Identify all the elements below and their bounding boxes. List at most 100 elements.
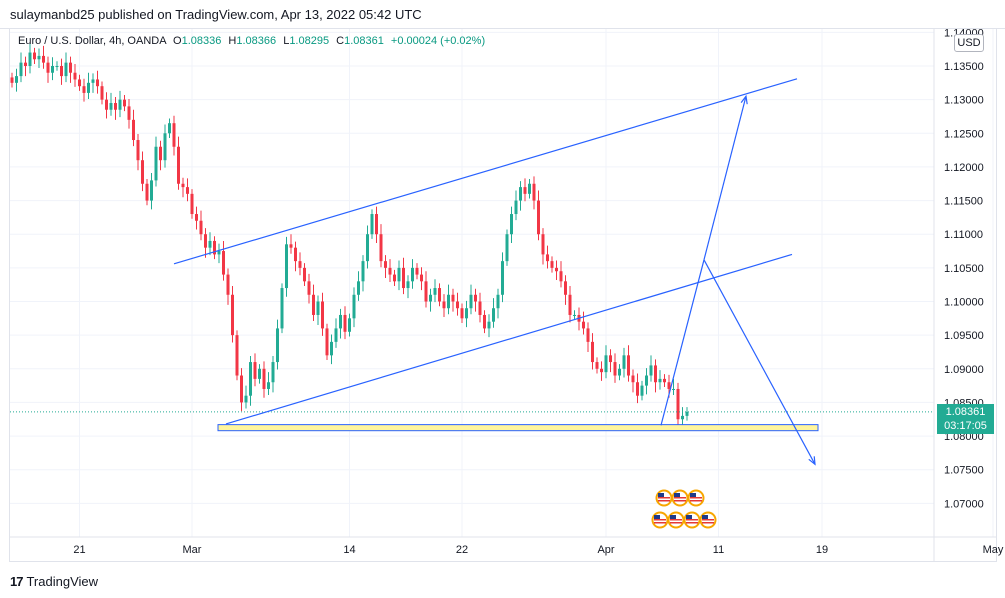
- candle-body: [244, 395, 248, 403]
- candle-body: [627, 355, 630, 376]
- candle-body: [195, 214, 198, 221]
- candle-body: [667, 382, 671, 389]
- candle-body: [258, 368, 261, 379]
- candle-body: [600, 368, 603, 373]
- candle-body: [397, 267, 401, 282]
- candle-body: [132, 119, 135, 141]
- close-value: 1.08361: [344, 35, 384, 47]
- candle-body: [658, 378, 662, 383]
- bar-countdown: 03:17:05: [944, 420, 987, 432]
- candle-body: [280, 288, 284, 329]
- time-tick-label: 21: [73, 544, 85, 556]
- candle-body: [181, 183, 185, 188]
- candle-body: [118, 99, 122, 110]
- candle-body: [136, 140, 140, 161]
- candle-body: [375, 214, 378, 235]
- price-tick-label: 1.09000: [944, 364, 984, 376]
- open-value: 1.08336: [181, 35, 222, 47]
- candle-body: [636, 382, 639, 396]
- candle-body: [537, 200, 540, 235]
- flag-stripe: [686, 519, 698, 521]
- candle-body: [307, 281, 311, 295]
- price-axis: 1.070001.075001.080001.085001.090001.095…: [944, 27, 984, 510]
- candle-body: [613, 362, 617, 376]
- low-value: 1.08295: [289, 35, 330, 47]
- candle-body: [379, 234, 383, 262]
- candle-body: [64, 62, 68, 77]
- currency-badge[interactable]: USD: [954, 34, 984, 52]
- candle-body: [42, 55, 45, 63]
- candle-body: [19, 62, 23, 77]
- candle-body: [492, 308, 495, 322]
- price-tick-label: 1.12000: [944, 162, 984, 174]
- candle-body: [267, 382, 270, 389]
- candle-body: [87, 82, 90, 93]
- candle-body: [550, 261, 554, 268]
- candle-body: [433, 288, 437, 295]
- open-label: O: [173, 35, 182, 47]
- candle-body: [348, 318, 351, 332]
- upper-channel-line: [173, 78, 798, 265]
- candle-body: [37, 55, 41, 60]
- flag-stripe: [658, 500, 670, 502]
- last-price-tag: 1.08361 03:17:05: [937, 404, 994, 434]
- price-tick-label: 1.09500: [944, 330, 984, 342]
- projection-leg-up: [660, 259, 705, 426]
- candle-body: [276, 328, 279, 363]
- flag-canton: [690, 493, 696, 497]
- candle-body: [622, 355, 626, 369]
- projection-arrow-down: [703, 259, 816, 465]
- candle-body: [123, 99, 126, 107]
- candle-body: [96, 79, 99, 87]
- candle-body: [285, 244, 288, 289]
- candle-body: [154, 146, 158, 181]
- candle-body: [487, 321, 491, 329]
- candle-body: [150, 180, 153, 201]
- candle-body: [555, 267, 558, 272]
- candle-body: [312, 294, 315, 315]
- candle-body: [640, 385, 644, 396]
- time-tick-label: Apr: [597, 544, 614, 556]
- candle-body: [384, 261, 387, 268]
- candle-body: [429, 294, 432, 302]
- candle-body: [483, 314, 486, 329]
- candle-body: [78, 79, 81, 87]
- candle-body: [609, 355, 612, 363]
- flag-stripe: [674, 497, 686, 499]
- candle-body: [28, 52, 32, 67]
- price-tick-label: 1.11500: [944, 196, 983, 208]
- candle-body: [420, 274, 423, 282]
- candle-body: [586, 328, 590, 342]
- footer: 17 TradingView: [0, 563, 1005, 598]
- flag-stripe: [670, 519, 682, 521]
- flag-stripe: [702, 522, 714, 524]
- candle-body: [451, 294, 455, 302]
- candle-body: [168, 123, 171, 134]
- candle-body: [532, 183, 536, 201]
- candle-body: [523, 187, 527, 194]
- flag-stripe: [686, 522, 698, 524]
- candle-body: [505, 234, 509, 262]
- flag-canton: [686, 515, 692, 519]
- candle-body: [271, 362, 275, 383]
- candle-body: [109, 103, 113, 110]
- flag-canton: [654, 515, 660, 519]
- us-flag-event-icon: [651, 511, 669, 529]
- candle-body: [60, 66, 63, 77]
- price-tick-label: 1.07500: [944, 465, 984, 477]
- candle-body: [145, 183, 149, 201]
- tradingview-logo[interactable]: 17 TradingView: [10, 574, 98, 589]
- candle-body: [442, 301, 446, 309]
- candle-body: [460, 308, 464, 319]
- flag-stripe: [670, 522, 682, 524]
- candle-body: [15, 76, 18, 83]
- candle-body: [316, 301, 320, 315]
- grid-lines: [10, 29, 997, 562]
- candle-body: [51, 66, 54, 73]
- candle-body: [235, 335, 239, 376]
- candle-body: [249, 362, 252, 396]
- symbol-legend: Euro / U.S. Dollar, 4h, OANDA O1.08336 H…: [18, 35, 485, 47]
- chart-frame[interactable]: [9, 28, 997, 562]
- candle-body: [559, 271, 563, 282]
